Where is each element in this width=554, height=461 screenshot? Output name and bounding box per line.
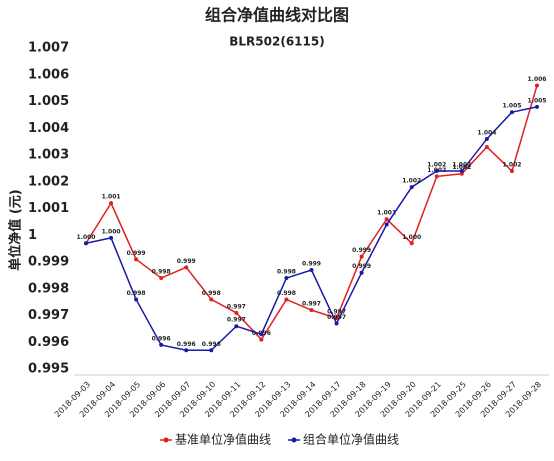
y-tick-label: 1.002	[28, 174, 69, 189]
legend-label: 组合单位净值曲线	[303, 432, 399, 447]
chart-subtitle: BLR502(6115)	[229, 35, 324, 49]
point	[134, 297, 139, 302]
point	[535, 104, 539, 109]
point	[259, 332, 264, 337]
point	[384, 222, 389, 227]
y-tick-label: 0.995	[28, 362, 69, 377]
point	[184, 348, 189, 353]
data-label: 0.997	[227, 317, 246, 324]
data-label: 1.001	[102, 194, 121, 201]
point	[334, 316, 339, 321]
point	[284, 297, 289, 302]
data-label: 0.999	[177, 258, 196, 265]
data-label: 1.002	[452, 162, 471, 169]
y-tick-label: 1.001	[28, 201, 69, 216]
y-axis-title: 单位净值 (元)	[8, 189, 24, 270]
point	[184, 265, 189, 270]
point	[434, 169, 439, 174]
point	[109, 235, 114, 240]
y-tick-label: 1.007	[28, 41, 69, 56]
data-label: 1.006	[528, 76, 547, 83]
data-label: 1.001	[377, 210, 396, 217]
point	[309, 308, 314, 313]
legend-marker	[163, 437, 169, 443]
data-label: 0.999	[352, 247, 371, 254]
point	[409, 185, 414, 190]
data-label: 1.002	[502, 162, 521, 169]
data-label: 1.005	[502, 103, 521, 110]
y-tick-label: 1.004	[28, 121, 69, 136]
point	[535, 83, 539, 88]
point	[484, 144, 489, 149]
data-label: 0.996	[152, 335, 171, 342]
point	[234, 310, 239, 315]
point	[109, 201, 114, 206]
y-tick-label: 0.996	[28, 335, 69, 350]
point	[459, 169, 464, 174]
point	[509, 110, 514, 115]
data-label: 0.998	[152, 269, 171, 276]
point	[159, 342, 164, 347]
point	[309, 268, 314, 273]
data-label: 1.000	[402, 234, 421, 241]
data-label: 1.005	[528, 97, 547, 104]
data-label: 0.996	[177, 341, 196, 348]
series-line	[85, 106, 538, 352]
point	[359, 254, 364, 259]
data-label: 0.998	[277, 269, 296, 276]
y-tick-label: 1.006	[28, 67, 69, 82]
y-tick-label: 0.999	[28, 255, 69, 270]
data-label: 0.997	[327, 314, 346, 321]
y-tick-label: 1.005	[28, 94, 69, 109]
data-label: 1.000	[102, 228, 121, 235]
point	[484, 136, 489, 141]
point	[334, 321, 339, 326]
data-label: 1.004	[477, 129, 496, 136]
point	[209, 348, 214, 353]
chart-title: 组合净值曲线对比图	[205, 6, 349, 25]
point	[84, 241, 88, 246]
point	[409, 241, 414, 246]
data-label: 0.998	[202, 290, 221, 297]
data-label: 0.997	[227, 303, 246, 310]
point	[209, 297, 214, 302]
data-label: 0.999	[302, 261, 321, 268]
legend-label: 基准单位净值曲线	[175, 432, 271, 447]
y-tick-label: 0.997	[28, 308, 69, 323]
data-label: 0.997	[327, 309, 346, 316]
data-label: 1.002	[452, 164, 471, 171]
data-label: 0.998	[277, 290, 296, 297]
point	[434, 174, 439, 179]
point	[134, 257, 139, 262]
legend-marker	[291, 437, 297, 443]
data-label: 0.999	[127, 250, 146, 257]
point	[384, 217, 389, 222]
point	[259, 337, 264, 342]
data-label: 0.997	[302, 301, 321, 308]
point	[234, 324, 239, 329]
data-label: 0.998	[127, 290, 146, 297]
y-tick-label: 0.998	[28, 281, 69, 296]
point	[509, 169, 514, 174]
data-label: 1.002	[402, 178, 421, 185]
data-label: 1.000	[77, 234, 96, 241]
point	[359, 270, 364, 275]
y-tick-label: 1.003	[28, 148, 69, 163]
data-label: 0.999	[352, 263, 371, 270]
point	[159, 276, 164, 281]
point	[284, 276, 289, 281]
data-label: 1.002	[427, 162, 446, 169]
y-tick-label: 1	[28, 228, 37, 243]
data-label: 0.996	[202, 341, 221, 348]
